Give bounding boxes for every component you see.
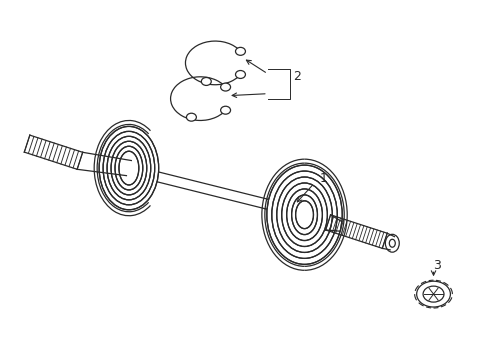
Ellipse shape — [282, 183, 327, 247]
Ellipse shape — [220, 83, 231, 91]
Ellipse shape — [103, 131, 155, 205]
Ellipse shape — [187, 113, 196, 121]
Text: 3: 3 — [434, 259, 441, 272]
Ellipse shape — [220, 106, 231, 114]
Ellipse shape — [295, 201, 314, 229]
Text: 2: 2 — [294, 70, 301, 83]
Text: 1: 1 — [319, 171, 327, 185]
Ellipse shape — [107, 136, 151, 200]
Ellipse shape — [287, 189, 322, 240]
Ellipse shape — [236, 48, 245, 55]
Ellipse shape — [390, 239, 395, 247]
Ellipse shape — [99, 126, 159, 210]
Ellipse shape — [385, 234, 399, 252]
Ellipse shape — [272, 171, 337, 258]
Ellipse shape — [423, 286, 444, 302]
Ellipse shape — [416, 281, 450, 307]
Ellipse shape — [236, 71, 245, 78]
Ellipse shape — [201, 77, 211, 85]
Ellipse shape — [292, 195, 318, 235]
Ellipse shape — [119, 151, 139, 185]
Ellipse shape — [115, 146, 143, 190]
Ellipse shape — [277, 177, 332, 252]
Ellipse shape — [267, 165, 342, 264]
Ellipse shape — [111, 141, 147, 195]
